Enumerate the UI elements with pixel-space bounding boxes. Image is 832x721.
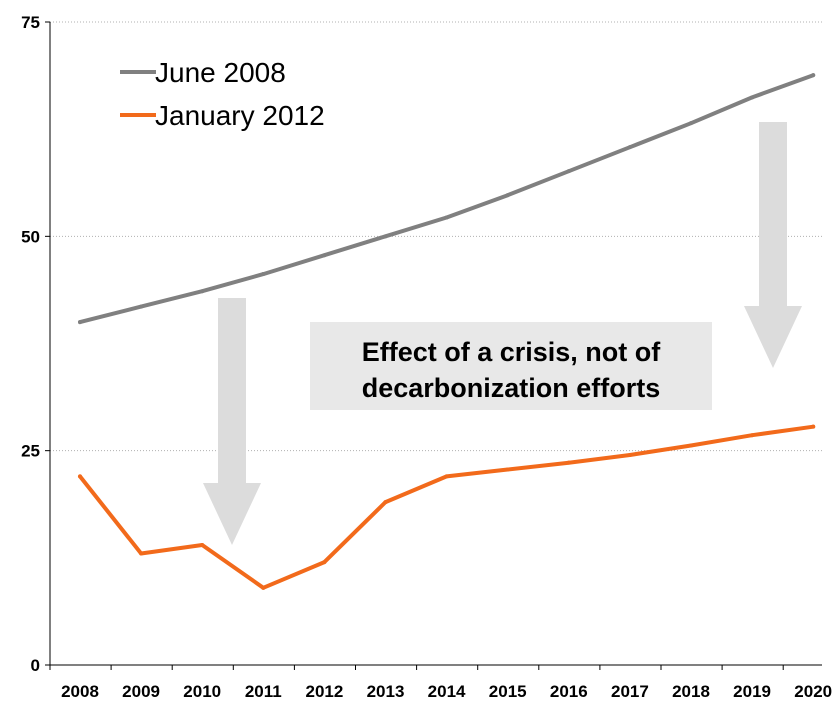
data-point [78,320,82,325]
annotation-arrows [203,122,802,545]
data-point [811,73,816,78]
x-tick-label: 2018 [672,682,710,701]
annotation-background [310,322,712,410]
data-point [139,304,144,309]
x-tick-label: 2010 [183,682,221,701]
data-point [444,474,449,479]
legend: June 2008 January 2012 [120,57,325,131]
x-tick-label: 2013 [367,682,405,701]
annotation-line-2: decarbonization efforts [362,373,661,403]
data-point [566,169,571,174]
y-tick-label: 25 [21,442,40,461]
annotation-line-1: Effect of a crisis, not of [362,337,662,367]
down-arrow-icon [744,122,802,368]
y-tick-label: 75 [21,13,40,32]
x-tick-label: 2011 [245,682,282,701]
annotation-box: Effect of a crisis, not of decarbonizati… [310,322,712,410]
x-axis-tick-labels: 2008 2009 2010 2011 2012 2013 2014 2015 2016 2017… [61,682,832,701]
y-axis-tick-labels: 0 25 50 75 [21,13,40,675]
x-tick-label: 2012 [305,682,343,701]
data-point [566,460,571,465]
x-tick-label: 2019 [733,682,771,701]
data-point [627,145,632,150]
x-tick-label: 2008 [61,682,99,701]
data-point [261,585,266,590]
data-point [689,443,693,448]
x-tick-label: 2017 [611,682,649,701]
data-point [444,215,449,220]
data-point [200,542,205,547]
y-tick-label: 0 [31,656,40,675]
x-tick-label: 2016 [550,682,588,701]
down-arrow-icon [203,298,261,545]
data-point [322,560,327,565]
x-tick-label: 2014 [428,682,466,701]
data-point [383,500,388,505]
data-point [200,289,205,294]
legend-label: January 2012 [155,100,325,131]
data-point [261,272,266,277]
y-tick-label: 50 [21,227,40,246]
x-tick-label: 2009 [122,682,160,701]
data-point [139,551,144,556]
data-point [689,121,693,126]
data-point [505,467,510,472]
axes [45,21,822,670]
data-point [322,253,327,258]
data-point [78,474,82,479]
data-point [627,452,632,457]
x-tick-label: 2020 [794,682,832,701]
legend-label: June 2008 [155,57,286,88]
series-lines [78,73,816,590]
x-tick-label: 2015 [489,682,527,701]
data-point [750,95,755,100]
data-point [750,433,755,438]
data-point [383,234,388,239]
data-point [811,424,816,429]
data-point [505,193,510,198]
